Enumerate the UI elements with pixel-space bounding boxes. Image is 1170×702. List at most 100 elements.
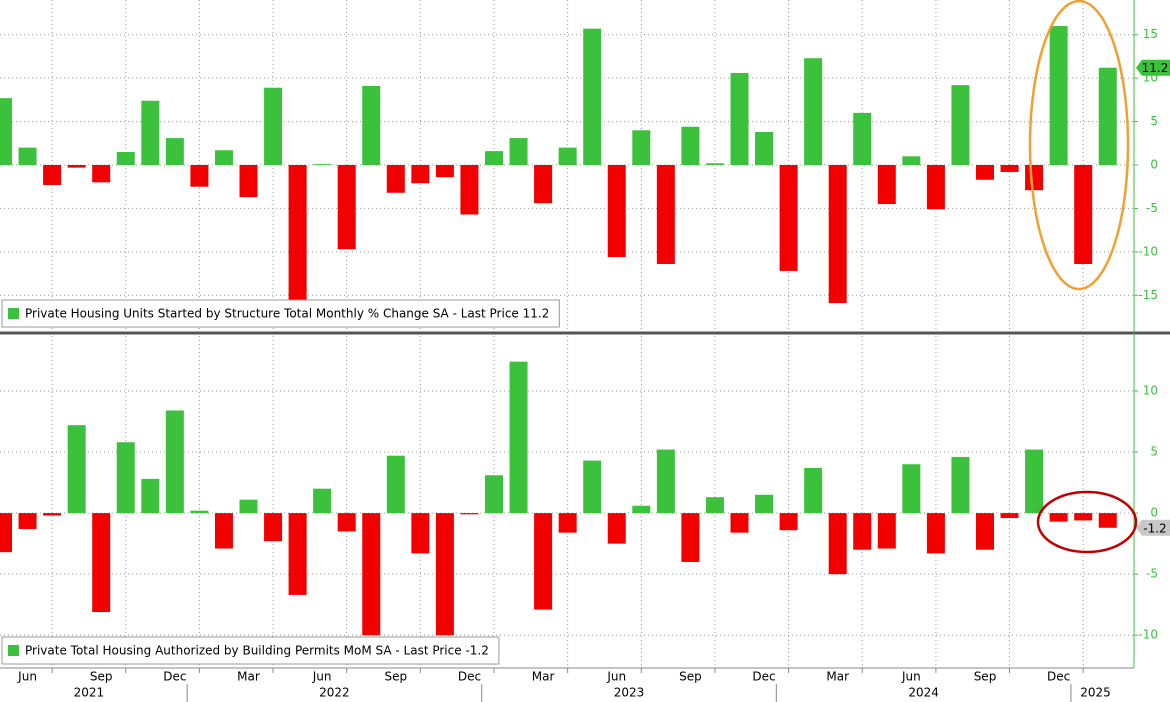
- plot: [0, 336, 1134, 667]
- bar: [1000, 513, 1019, 518]
- bar: [583, 28, 602, 165]
- bar: [411, 165, 430, 184]
- bar: [116, 442, 135, 514]
- bar: [460, 165, 479, 215]
- bar: [386, 455, 405, 514]
- y-tick-label: 5: [1150, 445, 1158, 459]
- y-tick-label: -5: [1146, 201, 1158, 215]
- y-tick-label: 15: [1143, 27, 1158, 41]
- legend-box: [1, 299, 560, 328]
- x-tick-label: Mar: [237, 670, 260, 684]
- bar: [730, 72, 749, 165]
- bar: [92, 513, 111, 613]
- bar: [1074, 165, 1093, 264]
- bar: [362, 85, 381, 165]
- x-tick-label: Sep: [679, 670, 702, 684]
- bar: [877, 513, 896, 549]
- highlight-ellipse: [1036, 490, 1138, 554]
- bar: [1025, 449, 1044, 514]
- last-price-label: -1.2: [1143, 521, 1166, 535]
- bar: [1049, 26, 1068, 166]
- legend-label: Private Housing Units Started by Structu…: [25, 307, 549, 321]
- bar: [509, 138, 528, 165]
- bar: [435, 513, 454, 636]
- bar: [607, 165, 626, 258]
- bar: [632, 505, 651, 514]
- y-tick-label: -5: [1146, 567, 1158, 581]
- bar: [264, 513, 283, 542]
- bar: [755, 132, 774, 165]
- bar: [337, 165, 356, 250]
- last-price-tag: [1136, 59, 1170, 76]
- bar: [656, 165, 675, 264]
- y-tick-label: 0: [1150, 158, 1158, 172]
- x-tick-label: Dec: [1047, 670, 1070, 684]
- bar: [976, 165, 994, 180]
- x-tick-label: Jun: [901, 670, 921, 684]
- highlight-ellipse: [1028, 0, 1130, 291]
- bar: [288, 165, 307, 300]
- bar: [362, 513, 381, 636]
- bar: [0, 513, 12, 553]
- bar: [485, 151, 503, 165]
- x-tick-label: Jun: [312, 670, 332, 684]
- x-tick-label: Sep: [384, 670, 407, 684]
- bar: [558, 147, 577, 165]
- bar: [485, 475, 503, 514]
- bar: [214, 513, 233, 549]
- bar: [804, 58, 823, 165]
- bar: [18, 147, 37, 165]
- bar: [67, 425, 86, 514]
- bar: [656, 449, 675, 514]
- x-year-label: 2023: [614, 686, 645, 700]
- y-tick-label: 5: [1150, 114, 1158, 128]
- bar: [435, 165, 454, 178]
- bar: [264, 87, 283, 165]
- bar: [92, 165, 111, 183]
- bar: [190, 510, 209, 514]
- bar: [828, 165, 847, 304]
- bar: [141, 100, 160, 165]
- x-year-label: 2022: [319, 686, 350, 700]
- x-tick-label: Mar: [532, 670, 555, 684]
- bar: [632, 130, 651, 165]
- bar: [804, 467, 823, 514]
- bar: [583, 460, 602, 514]
- bar: [0, 98, 12, 165]
- bar: [1098, 67, 1117, 165]
- bar: [141, 478, 160, 514]
- bar: [926, 513, 945, 554]
- bar: [902, 156, 921, 165]
- bar: [951, 85, 970, 165]
- x-tick-label: Dec: [458, 670, 481, 684]
- x-year-label: 2024: [908, 686, 939, 700]
- last-price-label: 11.2: [1142, 61, 1169, 75]
- bar: [705, 497, 724, 514]
- x-tick-label: Sep: [90, 670, 113, 684]
- bar: [1074, 513, 1093, 521]
- bar: [779, 165, 798, 271]
- bar: [828, 513, 847, 575]
- y-tick-label: -15: [1138, 288, 1158, 302]
- bar: [681, 126, 700, 165]
- x-tick-label: Sep: [974, 670, 997, 684]
- bar: [411, 513, 430, 554]
- bar: [239, 165, 258, 198]
- y-tick-label: -10: [1138, 628, 1158, 642]
- bar: [337, 513, 356, 532]
- bar: [288, 513, 307, 595]
- x-tick-label: Dec: [752, 670, 775, 684]
- bar: [43, 513, 62, 516]
- bar: [926, 165, 945, 210]
- bar: [779, 513, 798, 531]
- bar: [1025, 165, 1044, 191]
- bar: [607, 513, 626, 544]
- legend-box: [1, 636, 500, 665]
- x-year-label: 2021: [74, 686, 105, 700]
- bar: [386, 165, 405, 193]
- bar: [460, 513, 479, 515]
- bar: [165, 138, 184, 165]
- y-tick-label: 0: [1150, 506, 1158, 520]
- legend-swatch: [8, 645, 19, 656]
